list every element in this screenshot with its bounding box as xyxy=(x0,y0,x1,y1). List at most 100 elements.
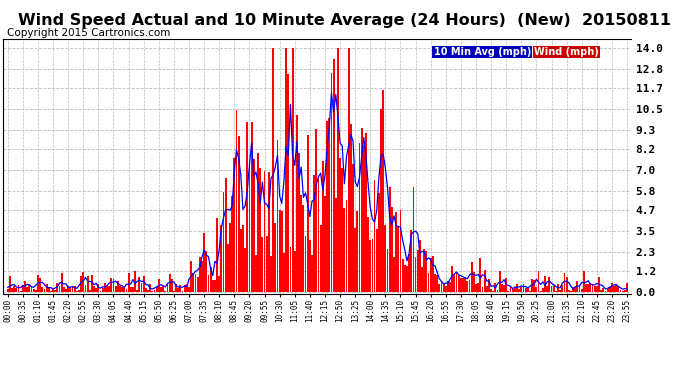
Bar xyxy=(447,281,449,292)
Bar xyxy=(408,254,410,292)
Bar xyxy=(596,285,598,292)
Bar xyxy=(304,236,306,292)
Bar xyxy=(39,278,41,292)
Bar xyxy=(225,178,226,292)
Bar xyxy=(46,284,48,292)
Bar xyxy=(35,290,37,292)
Bar xyxy=(283,254,285,292)
Bar xyxy=(270,256,272,292)
Bar xyxy=(397,227,400,292)
Bar xyxy=(30,286,32,292)
Bar xyxy=(624,290,626,292)
Bar xyxy=(82,272,84,292)
Bar xyxy=(307,135,308,292)
Bar xyxy=(602,288,604,292)
Bar xyxy=(277,140,278,292)
Bar xyxy=(32,289,34,292)
Bar xyxy=(78,290,80,292)
Bar xyxy=(574,287,576,292)
Bar xyxy=(128,273,130,292)
Bar xyxy=(76,291,78,292)
Bar xyxy=(371,239,373,292)
Bar xyxy=(59,286,61,292)
Bar xyxy=(197,277,199,292)
Bar xyxy=(391,207,393,292)
Bar xyxy=(503,285,505,292)
Bar xyxy=(520,286,522,292)
Bar xyxy=(37,275,39,292)
Bar xyxy=(348,48,350,292)
Bar xyxy=(108,286,110,292)
Bar xyxy=(568,290,570,292)
Bar xyxy=(22,285,23,292)
Bar xyxy=(417,250,419,292)
Bar xyxy=(67,286,69,292)
Bar xyxy=(354,228,356,292)
Bar xyxy=(328,118,331,292)
Bar xyxy=(18,285,19,292)
Bar xyxy=(369,240,371,292)
Bar xyxy=(460,278,462,292)
Bar xyxy=(579,288,580,292)
Bar xyxy=(527,288,529,292)
Bar xyxy=(438,285,440,292)
Bar xyxy=(350,124,352,292)
Bar xyxy=(363,146,365,292)
Bar xyxy=(505,278,507,292)
Bar xyxy=(110,278,112,292)
Bar xyxy=(13,286,15,292)
Bar xyxy=(186,284,188,292)
Bar xyxy=(598,277,600,292)
Bar xyxy=(339,158,341,292)
Bar xyxy=(223,192,224,292)
Bar xyxy=(238,136,239,292)
Bar xyxy=(559,290,561,292)
Bar xyxy=(585,284,587,292)
Bar xyxy=(346,201,348,292)
Bar xyxy=(430,258,432,292)
Bar xyxy=(164,291,166,292)
Bar xyxy=(20,291,21,292)
Bar xyxy=(221,225,222,292)
Bar xyxy=(199,256,201,292)
Bar xyxy=(455,273,457,292)
Bar xyxy=(106,285,108,292)
Bar xyxy=(333,59,335,292)
Bar xyxy=(279,210,281,292)
Bar xyxy=(99,291,101,292)
Bar xyxy=(242,225,244,292)
Bar xyxy=(518,289,520,292)
Bar xyxy=(453,274,455,292)
Bar xyxy=(216,218,218,292)
Bar xyxy=(121,287,123,292)
Bar xyxy=(382,90,384,292)
Bar xyxy=(244,248,246,292)
Bar xyxy=(41,288,43,292)
Bar xyxy=(529,291,531,292)
Bar xyxy=(604,291,607,292)
Bar xyxy=(61,273,63,292)
Bar xyxy=(43,289,46,292)
Bar xyxy=(313,175,315,292)
Bar xyxy=(436,276,438,292)
Bar xyxy=(551,285,553,292)
Bar xyxy=(540,291,542,292)
Bar xyxy=(324,196,326,292)
Bar xyxy=(484,270,486,292)
Bar xyxy=(583,271,585,292)
Bar xyxy=(294,251,295,292)
Bar xyxy=(499,271,501,292)
Bar xyxy=(553,285,555,292)
Bar xyxy=(432,255,434,292)
Bar xyxy=(589,284,591,292)
Bar xyxy=(626,284,628,292)
Bar xyxy=(292,48,293,292)
Bar xyxy=(175,284,177,292)
Bar xyxy=(231,196,233,292)
Bar xyxy=(480,258,481,292)
Bar xyxy=(522,284,524,292)
Bar xyxy=(415,257,417,292)
Bar xyxy=(357,211,358,292)
Bar xyxy=(566,276,568,292)
Bar xyxy=(361,128,362,292)
